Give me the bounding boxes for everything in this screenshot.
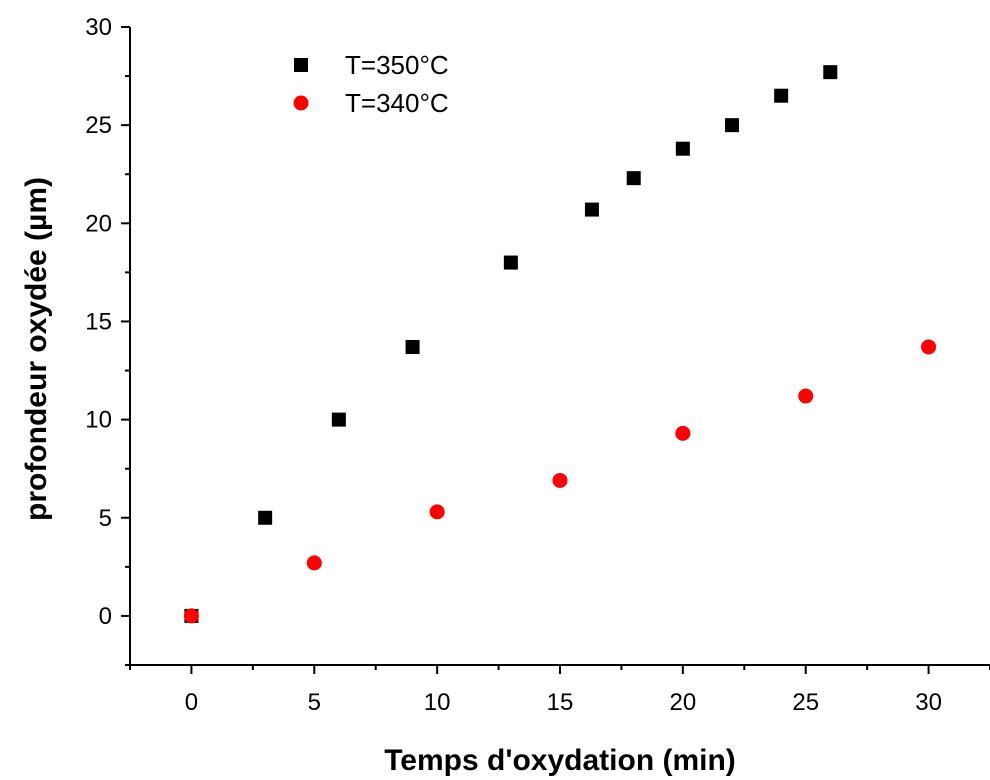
x-tick-label: 20 — [670, 689, 697, 716]
data-point-series-2 — [675, 425, 691, 441]
data-point-series-2 — [798, 388, 814, 404]
data-point-series-1 — [725, 118, 739, 133]
y-tick-label: 5 — [99, 505, 112, 532]
y-tick-label: 30 — [85, 14, 112, 41]
axes — [129, 27, 990, 666]
y-tick-label: 10 — [85, 407, 112, 434]
data-point-series-1 — [331, 412, 346, 427]
y-tick-label: 20 — [85, 210, 112, 237]
data-point-series-1 — [626, 171, 641, 186]
data-point-series-1 — [405, 339, 420, 354]
legend-label-series-1: T=350°C — [345, 50, 449, 80]
x-tick-label: 5 — [308, 689, 321, 716]
data-point-series-1 — [503, 255, 518, 270]
y-tick-label: 15 — [85, 308, 112, 335]
legend-marker-series-1 — [294, 58, 308, 72]
x-tick-label: 10 — [424, 689, 451, 716]
ticks: 0 5 10 15 20 25 30 0 5 10 15 20 25 30 — [85, 14, 990, 716]
data-point-series-2 — [921, 339, 937, 355]
x-axis-title: Temps d'oxydation (min) — [384, 744, 736, 777]
legend-marker-series-2 — [293, 95, 309, 111]
data-point-series-1 — [774, 88, 789, 103]
data-point-series-1 — [823, 65, 838, 80]
legend: T=350°C T=340°C — [293, 50, 449, 118]
legend-label-series-2: T=340°C — [345, 88, 449, 118]
x-tick-label: 0 — [185, 689, 198, 716]
data-point-series-2 — [552, 472, 568, 488]
y-tick-label: 0 — [99, 603, 112, 630]
data-point-series-2 — [429, 504, 445, 520]
data-points — [183, 65, 937, 624]
data-point-series-2 — [183, 608, 199, 624]
data-point-series-1 — [675, 141, 690, 156]
x-tick-label: 30 — [915, 689, 942, 716]
data-point-series-1 — [258, 510, 273, 525]
x-tick-label: 15 — [547, 689, 574, 716]
data-point-series-2 — [306, 555, 322, 571]
y-axis-title: profondeur oxydée (µm) — [20, 177, 53, 521]
data-point-series-1 — [584, 202, 599, 217]
x-tick-label: 25 — [792, 689, 819, 716]
y-tick-label: 25 — [85, 112, 112, 139]
